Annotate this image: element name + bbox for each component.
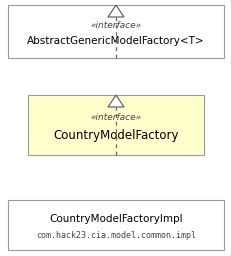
Text: «interface»: «interface»	[90, 21, 141, 30]
Text: «interface»: «interface»	[90, 113, 141, 122]
Text: AbstractGenericModelFactory<T>: AbstractGenericModelFactory<T>	[27, 36, 204, 46]
Bar	[8, 5, 223, 58]
Polygon shape	[108, 95, 123, 107]
Bar	[8, 200, 223, 250]
Text: CountryModelFactory: CountryModelFactory	[53, 129, 178, 142]
Text: CountryModelFactoryImpl: CountryModelFactoryImpl	[49, 214, 182, 224]
Polygon shape	[108, 5, 123, 17]
Text: com.hack23.cia.model.common.impl: com.hack23.cia.model.common.impl	[36, 230, 195, 240]
Bar	[28, 95, 203, 155]
